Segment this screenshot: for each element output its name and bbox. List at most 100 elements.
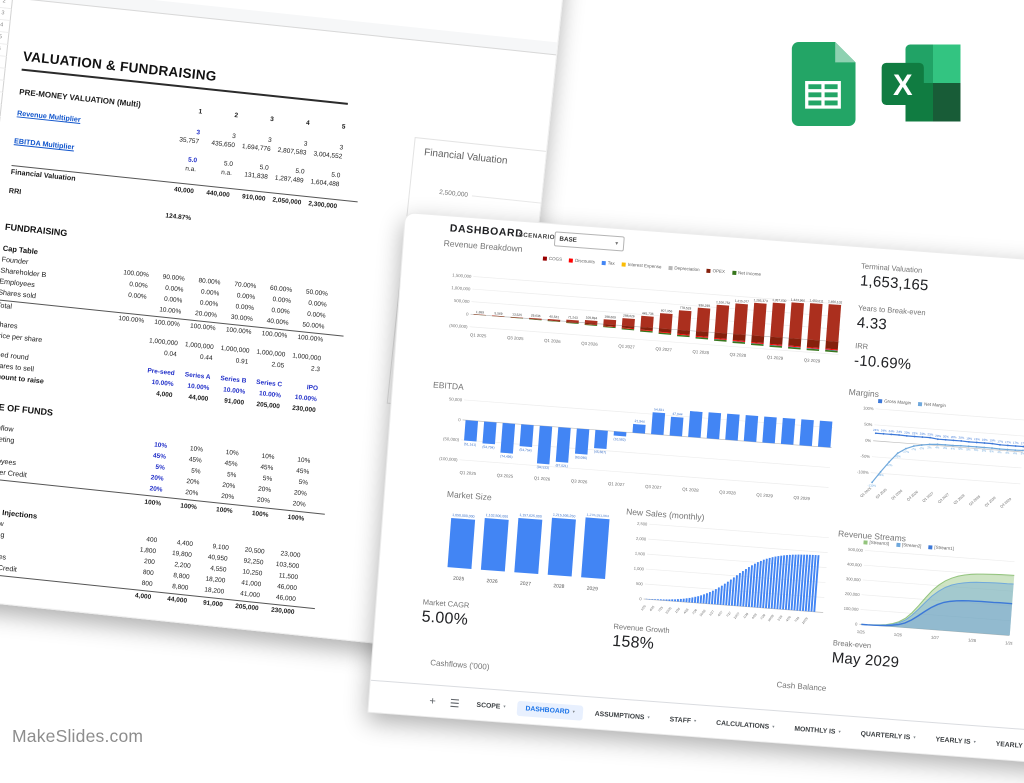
svg-text:500,000: 500,000: [454, 298, 470, 304]
cell: [84, 545, 120, 549]
svg-text:1/26: 1/26: [894, 632, 903, 638]
cell: 5.00%: [217, 655, 254, 656]
svg-text:(45,667): (45,667): [594, 450, 607, 455]
cell: [122, 185, 158, 189]
revenue-streams-chart: Revenue Streams [Stream3] [Stream2] [Strea…: [830, 528, 1020, 659]
svg-text:607,356: 607,356: [661, 309, 673, 314]
svg-text:Q3 2028: Q3 2028: [968, 495, 981, 507]
svg-text:100%: 100%: [863, 405, 874, 411]
svg-text:1,500,000: 1,500,000: [452, 273, 472, 279]
svg-text:1,450,011: 1,450,011: [809, 298, 823, 303]
svg-text:-95%: -95%: [877, 473, 884, 478]
legend-item: Depreciation: [668, 265, 700, 272]
svg-text:Q1 2025: Q1 2025: [859, 486, 872, 498]
legend-item: [Stream3]: [863, 539, 889, 546]
cell: [79, 591, 115, 595]
svg-text:0: 0: [855, 621, 858, 626]
cell: 44,000: [166, 595, 188, 605]
dashboard-sheet-window: DASHBOARD SCENARIO BASE ▼ Revenue Breakd…: [367, 212, 1024, 783]
cell: 2,050,000: [272, 196, 302, 207]
legend-item: Discounts: [568, 257, 595, 264]
svg-text:20%: 20%: [935, 434, 941, 438]
svg-text:-130%: -130%: [867, 483, 876, 488]
legend-item: Tax: [601, 260, 615, 266]
kpi-market-cagr: Market CAGR 5.00%: [421, 597, 470, 629]
svg-text:(74,496): (74,496): [500, 454, 513, 459]
svg-text:21,944: 21,944: [634, 419, 645, 424]
row-number: 10: [0, 91, 4, 105]
chevron-down-icon: ▾: [503, 703, 506, 709]
legend-item: [Stream1]: [928, 544, 954, 551]
row-number: 11: [0, 103, 2, 117]
svg-text:Q3 2027: Q3 2027: [645, 484, 662, 490]
cell: 4: [305, 119, 310, 127]
svg-text:4%: 4%: [997, 450, 1002, 454]
chevron-down-icon: ▾: [647, 714, 650, 720]
svg-text:1,106,752: 1,106,752: [716, 300, 731, 305]
cell: [119, 212, 155, 216]
cell: 91,000: [223, 397, 245, 407]
svg-text:Q3 2025: Q3 2025: [497, 473, 514, 479]
chevron-down-icon: ▾: [913, 734, 916, 740]
cell: 40,000: [173, 185, 195, 195]
svg-text:20%: 20%: [958, 436, 964, 440]
cell: [89, 497, 125, 501]
svg-text:2%: 2%: [927, 445, 932, 449]
svg-text:Q1 2026: Q1 2026: [891, 489, 904, 501]
svg-text:19%: 19%: [989, 438, 995, 442]
svg-text:300,000: 300,000: [846, 576, 862, 582]
svg-text:71,243: 71,243: [568, 315, 578, 320]
svg-text:Q1 2028: Q1 2028: [692, 349, 709, 355]
svg-text:1/25: 1/25: [857, 629, 866, 635]
svg-text:0: 0: [639, 596, 642, 601]
svg-text:(10,582): (10,582): [613, 437, 626, 442]
svg-text:Q3 2026: Q3 2026: [906, 490, 919, 502]
svg-text:445,736: 445,736: [642, 311, 654, 316]
sheet-tab-assumptions[interactable]: ASSUMPTIONS ▾: [594, 710, 650, 721]
svg-text:7/28: 7/28: [759, 613, 766, 620]
svg-text:Q1 2027: Q1 2027: [608, 481, 625, 487]
svg-text:24%: 24%: [881, 428, 887, 432]
svg-text:17%: 17%: [1005, 440, 1011, 444]
add-sheet-icon[interactable]: +: [428, 695, 437, 708]
sheet-tab-yearly-is[interactable]: YEARLY IS ▾: [935, 735, 977, 746]
cell: Starting: [87, 616, 113, 627]
row-label: C: [0, 603, 77, 623]
sheet-tab-quarterly-is[interactable]: QUARTERLY IS ▾: [860, 730, 916, 741]
row-label: Financial Valuation: [10, 166, 77, 183]
sheet-tab-dashboard[interactable]: DASHBOARD ▾: [516, 700, 584, 721]
svg-text:(54,754): (54,754): [519, 448, 532, 453]
sheet-tab-monthly-is[interactable]: MONTHLY IS ▾: [794, 725, 841, 736]
svg-text:-100%: -100%: [857, 469, 870, 475]
svg-text:5%: 5%: [989, 449, 994, 453]
row-number: 6: [0, 43, 9, 57]
svg-text:(51,141): (51,141): [464, 442, 477, 447]
svg-text:(100,000): (100,000): [439, 456, 458, 462]
row-number: 5: [0, 31, 10, 46]
svg-text:4/26: 4/26: [683, 607, 690, 614]
sheet-menu-icon[interactable]: ☰: [449, 697, 461, 710]
svg-text:24%: 24%: [896, 430, 902, 434]
google-sheets-icon: [791, 42, 856, 126]
svg-text:Q3 2029: Q3 2029: [804, 357, 821, 363]
cell: [298, 231, 334, 235]
svg-text:4%: 4%: [1005, 451, 1010, 455]
cell: [103, 368, 139, 372]
svg-text:200,000: 200,000: [845, 591, 861, 597]
svg-text:2029: 2029: [586, 586, 598, 593]
svg-text:1/28: 1/28: [968, 637, 977, 643]
row-label: PRE-MONEY VALUATION (Multi): [18, 87, 142, 110]
sheet-tab-calculations[interactable]: CALCULATIONS ▾: [715, 719, 775, 731]
chevron-down-icon: ▾: [973, 739, 977, 745]
sheet-row: 5.00%5.00%5.00%5.00%5.00%: [0, 628, 309, 656]
sheet-tab-yearly-balance[interactable]: YEARLY BALANCE▾: [995, 740, 1024, 752]
scenario-label: SCENARIO: [518, 231, 556, 242]
svg-text:50,000: 50,000: [449, 396, 463, 402]
sheet-tab-scope[interactable]: SCOPE ▾: [476, 701, 506, 711]
sheet-tab-staff[interactable]: STAFF ▾: [669, 715, 697, 725]
svg-text:1,276,281,563: 1,276,281,563: [586, 512, 609, 518]
chevron-down-icon: ▼: [614, 240, 620, 247]
kpi-terminal-valuation: Terminal Valuation 1,653,165: [859, 261, 930, 295]
svg-text:298,626: 298,626: [623, 314, 635, 319]
cell: 2025: [133, 621, 149, 630]
